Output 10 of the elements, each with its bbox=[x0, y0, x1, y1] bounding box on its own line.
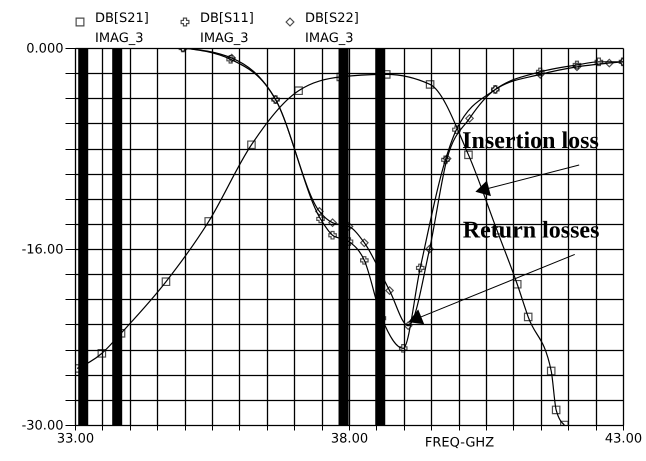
y-tick-label: 0.000 bbox=[26, 42, 64, 56]
x-axis-title: FREQ-GHZ bbox=[424, 436, 494, 450]
legend-label: DB[S22] IMAG_3 bbox=[305, 11, 359, 46]
legend-label: DB[S11] IMAG_3 bbox=[200, 11, 254, 46]
x-tick-label: 38.00 bbox=[330, 432, 368, 446]
y-tick-label: -30.00 bbox=[22, 418, 64, 434]
x-tick-label: 43.00 bbox=[604, 432, 642, 446]
x-tick-label: 33.00 bbox=[56, 432, 94, 446]
legend-label: DB[S21] IMAG_3 bbox=[95, 11, 149, 46]
y-tick-label: -16.00 bbox=[22, 242, 64, 258]
